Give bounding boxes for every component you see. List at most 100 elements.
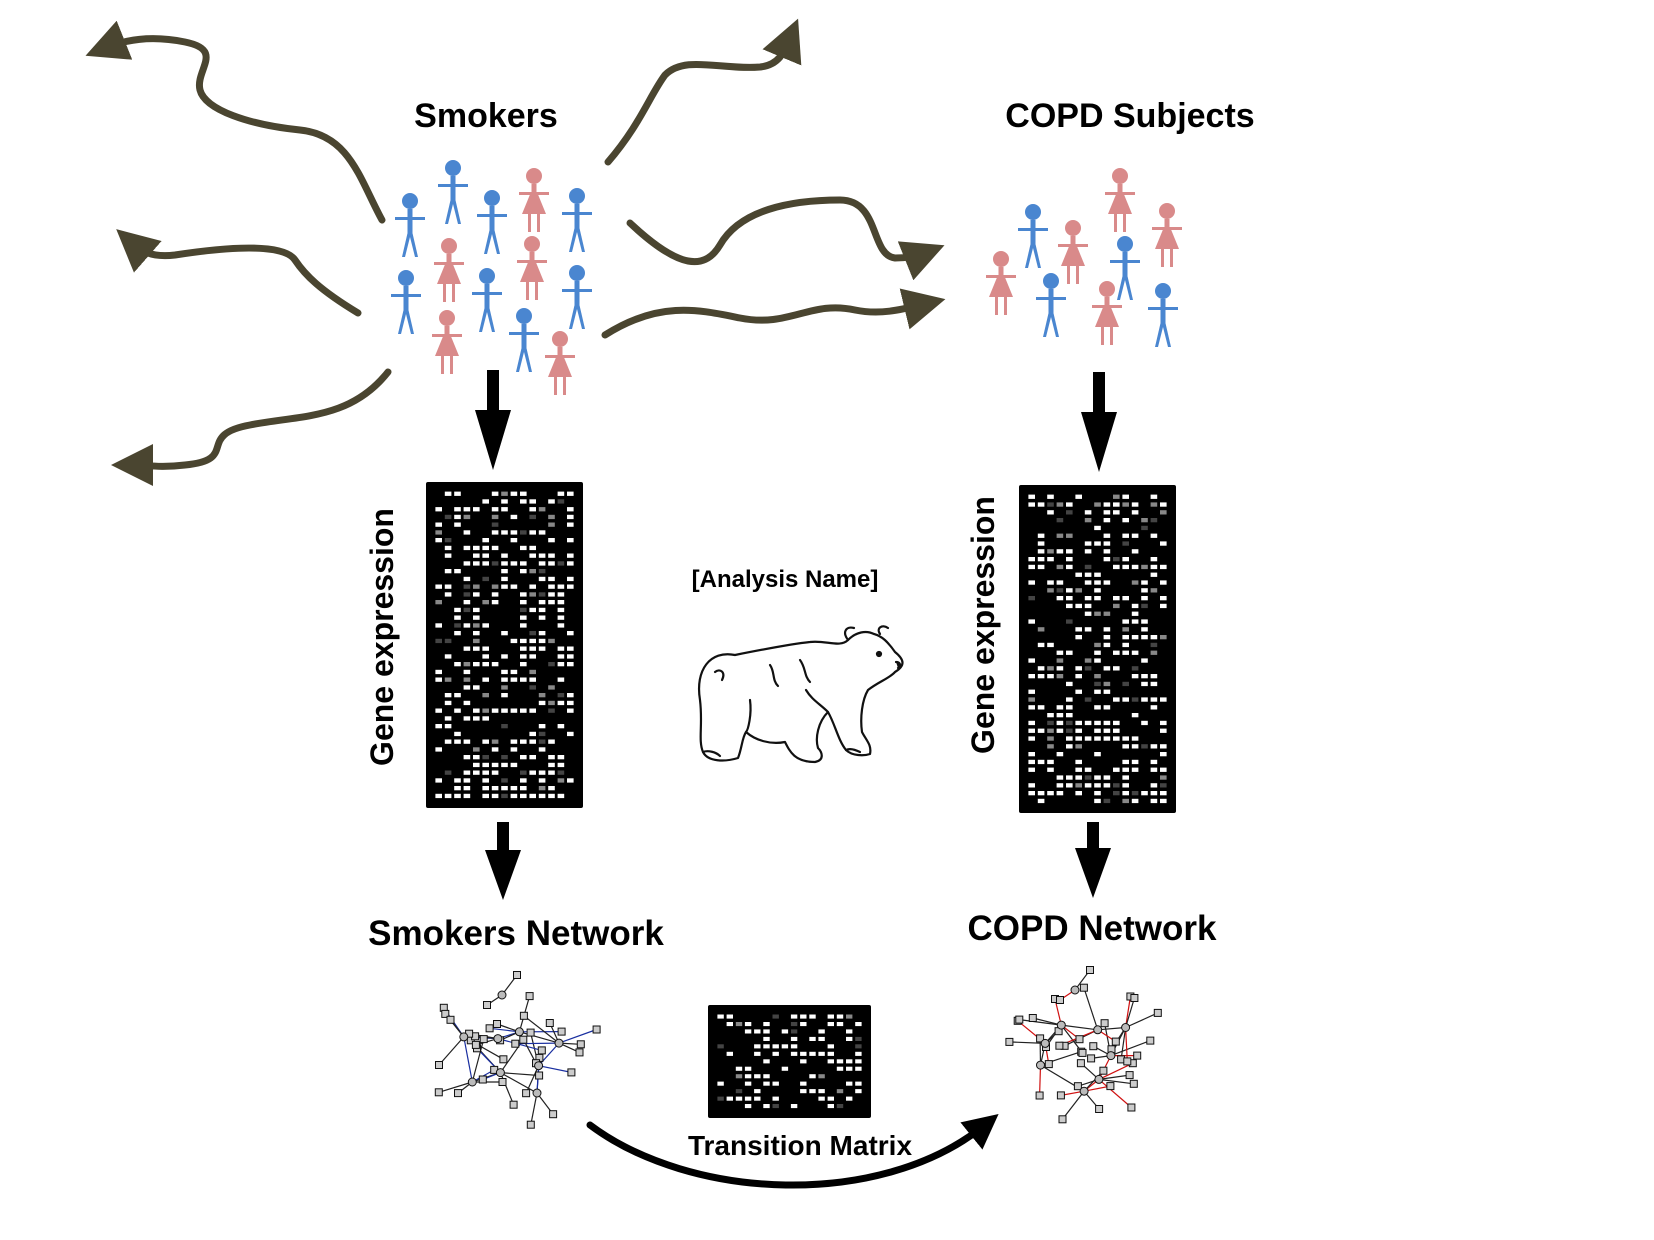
matrix-cell xyxy=(846,1014,853,1019)
matrix-cell xyxy=(463,669,471,675)
person-female-icon xyxy=(1152,203,1182,267)
matrix-cell xyxy=(1131,580,1139,585)
matrix-cell xyxy=(1047,557,1054,562)
matrix-cell xyxy=(827,1044,834,1049)
matrix-cell xyxy=(444,677,452,682)
matrix-cell xyxy=(1056,713,1064,718)
matrix-cell xyxy=(444,545,452,551)
matrix-cell xyxy=(726,1051,733,1056)
matrix-cell xyxy=(473,662,480,667)
network-node xyxy=(1153,1008,1162,1017)
matrix-cell xyxy=(1047,759,1054,765)
matrix-cell xyxy=(510,538,518,543)
person-male-icon xyxy=(1148,283,1178,347)
matrix-cell xyxy=(855,1066,862,1071)
matrix-cell xyxy=(1075,736,1082,741)
network-node xyxy=(526,1120,535,1129)
network-node xyxy=(1099,1066,1108,1075)
matrix-cell xyxy=(855,1036,862,1041)
matrix-cell xyxy=(1150,674,1158,679)
matrix-cell xyxy=(501,677,508,682)
network-hub-node xyxy=(459,1032,469,1042)
matrix-cell xyxy=(1103,557,1111,562)
matrix-cell xyxy=(1047,720,1054,726)
matrix-cell xyxy=(1160,635,1167,640)
network-node xyxy=(1089,1042,1098,1051)
matrix-cell xyxy=(529,669,536,675)
matrix-cell xyxy=(1028,791,1035,796)
matrix-cell xyxy=(1113,510,1120,515)
matrix-cell xyxy=(501,499,508,504)
matrix-cell xyxy=(1150,518,1158,523)
matrix-cell xyxy=(1103,518,1111,523)
matrix-cell xyxy=(529,569,536,574)
matrix-cell xyxy=(1084,697,1092,702)
matrix-cell xyxy=(726,1096,733,1101)
matrix-cell xyxy=(1150,557,1158,562)
matrix-cell xyxy=(1122,627,1129,632)
matrix-cell xyxy=(548,584,555,589)
matrix-cell xyxy=(482,755,489,760)
matrix-cell xyxy=(1122,619,1129,624)
matrix-cell xyxy=(827,1059,834,1064)
matrix-cell xyxy=(1160,744,1167,749)
person-female-icon xyxy=(545,331,575,395)
matrix-cell xyxy=(529,646,536,651)
matrix-cell xyxy=(1094,525,1101,531)
matrix-cell xyxy=(1028,759,1035,765)
matrix-cell xyxy=(557,755,565,760)
matrix-cell xyxy=(435,778,442,783)
matrix-cell xyxy=(763,1059,770,1064)
matrix-cell xyxy=(763,1044,770,1049)
matrix-cell xyxy=(510,786,518,791)
matrix-cell xyxy=(836,1104,844,1109)
matrix-cell xyxy=(1141,744,1148,749)
matrix-cell xyxy=(482,770,489,775)
wavy-arrows xyxy=(85,18,946,487)
matrix-cell xyxy=(1103,611,1111,616)
matrix-cell xyxy=(510,793,518,799)
matrix-cell xyxy=(1131,791,1139,796)
matrix-cell xyxy=(557,677,565,682)
matrix-cell xyxy=(1028,736,1035,741)
network-node xyxy=(1086,966,1094,974)
matrix-cell xyxy=(444,724,452,729)
matrix-cell xyxy=(1066,744,1073,749)
network-node xyxy=(545,1019,554,1027)
matrix-cell xyxy=(473,584,480,589)
matrix-cell xyxy=(1047,666,1054,671)
matrix-cell xyxy=(846,1036,853,1041)
matrix-cell xyxy=(454,786,461,791)
matrix-cell xyxy=(1150,588,1158,593)
network-node xyxy=(575,1048,584,1057)
matrix-cell xyxy=(1028,580,1035,585)
matrix-cell xyxy=(1056,549,1064,554)
network-hub-node xyxy=(1094,1074,1104,1084)
network-node xyxy=(592,1025,601,1034)
matrix-cell xyxy=(454,708,461,713)
matrix-cell xyxy=(557,561,565,566)
matrix-cell xyxy=(1113,720,1120,726)
matrix-cell xyxy=(501,755,508,760)
matrix-cell xyxy=(454,615,461,620)
matrix-cell xyxy=(1084,564,1092,570)
matrix-cell xyxy=(1084,666,1092,671)
matrix-cell xyxy=(538,693,546,698)
matrix-cell xyxy=(1047,510,1054,515)
matrix-cell xyxy=(473,553,480,558)
down-arrows xyxy=(475,370,1117,900)
matrix-cell xyxy=(557,662,565,667)
matrix-cell xyxy=(557,693,565,698)
network-node xyxy=(1146,1036,1155,1045)
network-hub-node xyxy=(534,1061,544,1071)
network-node xyxy=(537,1046,546,1055)
matrix-cell xyxy=(1160,510,1167,515)
matrix-cell xyxy=(1084,767,1092,772)
network-edge xyxy=(1083,987,1099,1030)
matrix-cell xyxy=(510,530,518,535)
network-hub-node xyxy=(1079,1086,1089,1096)
matrix-cell xyxy=(1047,791,1054,796)
network-node xyxy=(1125,1071,1134,1080)
matrix-cell xyxy=(1028,658,1035,663)
matrix-cell xyxy=(491,770,499,775)
